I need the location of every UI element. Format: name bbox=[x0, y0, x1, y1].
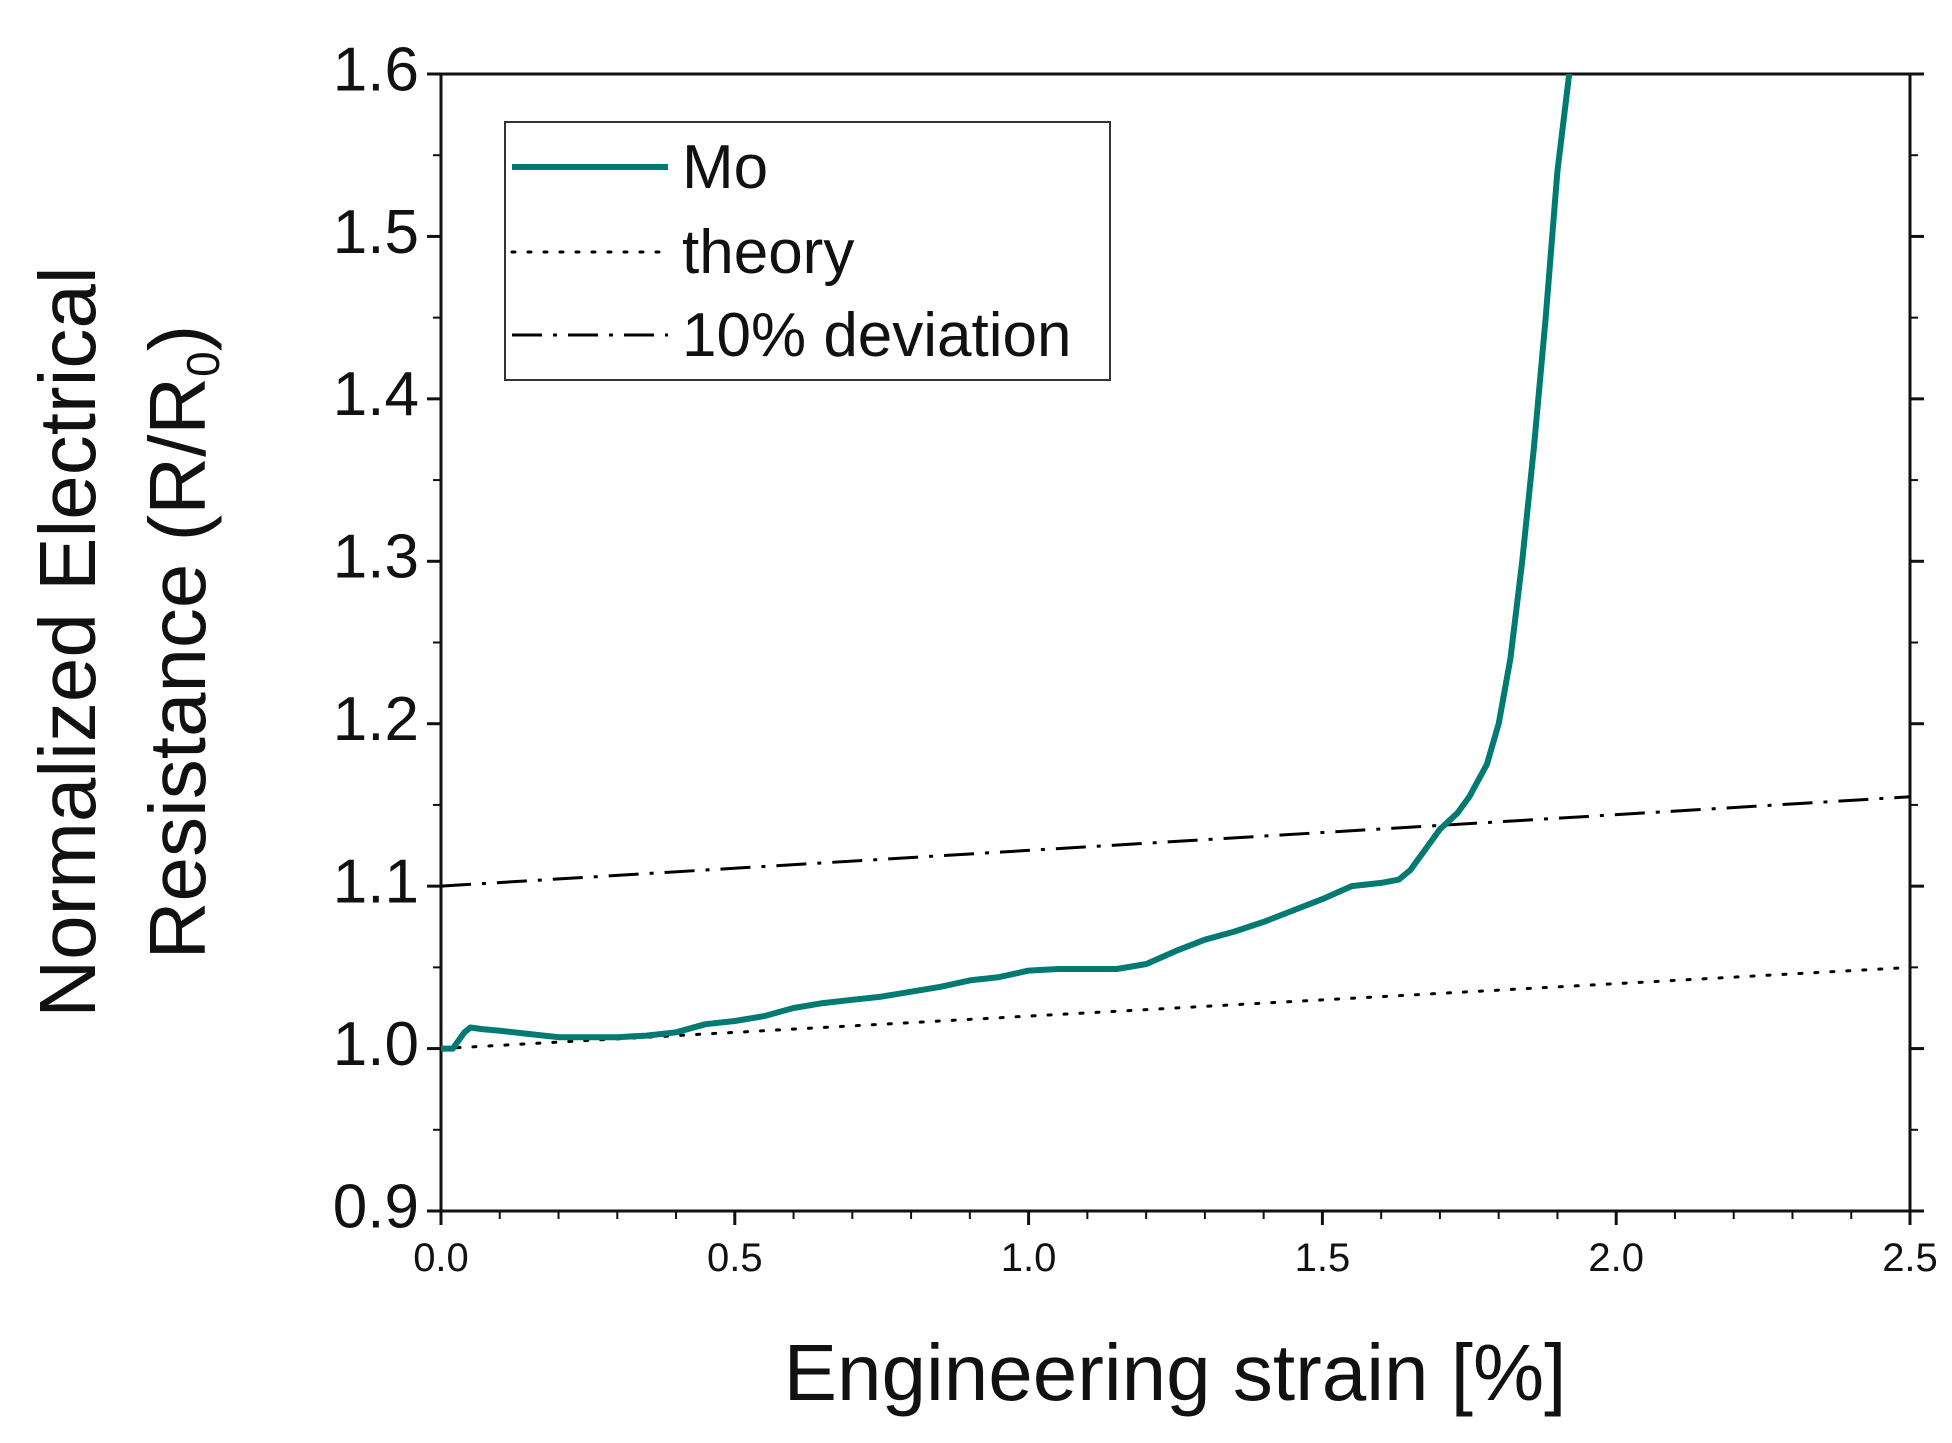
y-axis-label-prefix: Resistance (R/R bbox=[133, 377, 222, 959]
x-tick-label: 1.0 bbox=[1001, 1236, 1057, 1280]
y-tick-label: 1.5 bbox=[333, 198, 419, 267]
series-mo-line bbox=[441, 74, 1573, 1052]
legend-label-theory: theory bbox=[682, 218, 854, 287]
y-axis-label-line2: Resistance (R/R0) bbox=[133, 325, 229, 960]
y-tick-label: 1.4 bbox=[333, 360, 419, 429]
axis-ticks bbox=[427, 72, 1924, 1225]
x-tick-label: 2.0 bbox=[1588, 1236, 1644, 1280]
x-tick-label: 1.5 bbox=[1295, 1236, 1351, 1280]
series-layer bbox=[441, 74, 1910, 1052]
y-tick-label: 1.6 bbox=[333, 35, 419, 104]
y-axis-label-suffix: ) bbox=[133, 325, 222, 352]
series-theory-line bbox=[441, 965, 1910, 1051]
y-tick-label: 1.3 bbox=[333, 523, 419, 592]
legend-label-mo: Mo bbox=[682, 133, 768, 202]
x-tick-label: 0.5 bbox=[707, 1236, 763, 1280]
legend-label-deviation: 10% deviation bbox=[682, 301, 1072, 370]
y-tick-label: 1.0 bbox=[333, 1010, 419, 1079]
y-tick-labels: 0.9 1.0 1.1 1.2 1.3 1.4 1.5 1.6 bbox=[333, 35, 419, 1241]
x-tick-label: 2.5 bbox=[1882, 1236, 1938, 1280]
y-tick-label: 1.2 bbox=[333, 685, 419, 754]
y-tick-label: 0.9 bbox=[333, 1172, 419, 1241]
series-10pct-deviation-line bbox=[441, 795, 1910, 888]
x-tick-label: 0.0 bbox=[413, 1236, 469, 1280]
x-axis-label: Engineering strain [%] bbox=[784, 1328, 1567, 1417]
y-axis-label-line1: Normalized Electrical bbox=[23, 266, 112, 1017]
y-tick-label: 1.1 bbox=[333, 848, 419, 917]
x-tick-labels: 0.0 0.5 1.0 1.5 2.0 2.5 bbox=[413, 1236, 1938, 1280]
legend: Mo theory 10% deviation bbox=[504, 121, 1111, 381]
y-axis-label-subscript: 0 bbox=[177, 351, 229, 377]
